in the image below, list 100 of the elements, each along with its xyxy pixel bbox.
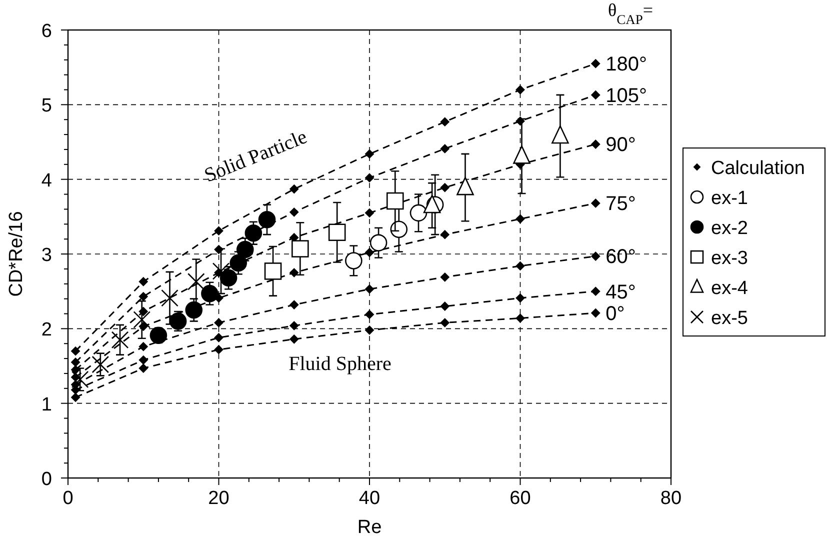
point bbox=[591, 59, 600, 68]
legend-label: ex-4 bbox=[711, 278, 748, 299]
point bbox=[290, 334, 299, 344]
point bbox=[516, 294, 525, 303]
point bbox=[230, 254, 247, 272]
y-tick-label: 2 bbox=[41, 320, 52, 341]
x-tick-label: 0 bbox=[62, 488, 74, 509]
point bbox=[516, 214, 525, 224]
point bbox=[71, 370, 89, 388]
point bbox=[138, 342, 148, 352]
point bbox=[290, 184, 299, 194]
point bbox=[365, 284, 374, 294]
point bbox=[440, 302, 450, 311]
point bbox=[264, 262, 282, 280]
point bbox=[133, 311, 151, 328]
point bbox=[552, 125, 569, 144]
annotation: Solid Particle bbox=[201, 126, 310, 187]
legend-label: ex-1 bbox=[711, 188, 748, 209]
point bbox=[516, 85, 525, 94]
text: θ$_{CAP}$= bbox=[608, 0, 654, 26]
point bbox=[214, 226, 224, 236]
point bbox=[410, 204, 428, 222]
point bbox=[92, 356, 110, 374]
annotation: Fluid Sphere bbox=[288, 353, 392, 375]
point bbox=[365, 173, 374, 182]
annotation: 0° bbox=[606, 302, 625, 325]
y-axis-title: CD*Re/16 bbox=[6, 211, 27, 297]
point bbox=[138, 277, 148, 286]
point bbox=[290, 321, 299, 330]
point bbox=[365, 208, 374, 218]
point bbox=[290, 300, 299, 310]
point bbox=[440, 318, 450, 328]
point bbox=[201, 284, 218, 302]
point bbox=[138, 356, 148, 365]
point bbox=[236, 240, 254, 258]
point bbox=[440, 183, 450, 192]
point bbox=[365, 310, 374, 319]
point bbox=[513, 146, 530, 164]
y-tick-label: 3 bbox=[41, 245, 52, 266]
point bbox=[71, 346, 80, 356]
point bbox=[244, 224, 262, 242]
y-tick-label: 1 bbox=[41, 394, 52, 416]
point bbox=[214, 318, 224, 328]
x-axis-title: Re bbox=[357, 517, 382, 538]
point bbox=[440, 272, 450, 282]
annotation: 60° bbox=[606, 246, 636, 268]
point bbox=[440, 117, 450, 126]
point bbox=[290, 268, 299, 278]
point bbox=[591, 286, 600, 296]
point bbox=[370, 234, 388, 252]
point bbox=[386, 192, 404, 210]
point bbox=[169, 312, 187, 330]
annotation: 180° bbox=[606, 54, 647, 76]
point bbox=[161, 289, 178, 307]
x-tick-label: 80 bbox=[660, 488, 682, 509]
y-tick-label: 0 bbox=[41, 469, 52, 490]
point bbox=[365, 326, 374, 335]
point bbox=[187, 272, 205, 290]
legend-label: ex-2 bbox=[711, 218, 748, 239]
point bbox=[591, 308, 600, 318]
point bbox=[591, 198, 600, 208]
y-tick-label: 6 bbox=[41, 21, 52, 42]
point bbox=[345, 252, 362, 270]
point bbox=[185, 301, 203, 319]
annotation: 105° bbox=[606, 84, 647, 107]
point bbox=[328, 224, 346, 241]
point bbox=[71, 392, 80, 402]
point bbox=[440, 144, 450, 154]
legend-label: Calculation bbox=[711, 158, 805, 179]
annotation: 90° bbox=[606, 134, 636, 156]
y-tick-label: 4 bbox=[41, 170, 52, 192]
point bbox=[456, 176, 474, 196]
annotation: 75° bbox=[606, 193, 636, 216]
point bbox=[292, 240, 309, 258]
point bbox=[214, 333, 224, 342]
point bbox=[591, 140, 600, 149]
point bbox=[111, 331, 129, 349]
x-tick-label: 20 bbox=[208, 488, 230, 509]
point bbox=[138, 292, 148, 302]
point bbox=[440, 230, 450, 240]
point bbox=[516, 314, 525, 323]
point bbox=[365, 149, 374, 158]
legend-label: ex-5 bbox=[711, 308, 748, 329]
point bbox=[150, 326, 168, 344]
point bbox=[71, 358, 80, 367]
point bbox=[138, 364, 148, 373]
point bbox=[591, 90, 600, 100]
point bbox=[516, 261, 525, 270]
point bbox=[258, 211, 276, 228]
x-tick-label: 60 bbox=[510, 488, 531, 509]
y-tick-label: 5 bbox=[41, 96, 52, 117]
point bbox=[214, 345, 224, 354]
legend-label: ex-3 bbox=[711, 248, 748, 269]
x-tick-label: 40 bbox=[358, 488, 380, 509]
annotation: 45° bbox=[606, 281, 636, 304]
point bbox=[220, 269, 238, 287]
point bbox=[423, 194, 441, 214]
point bbox=[365, 248, 374, 258]
point bbox=[591, 252, 600, 261]
point bbox=[290, 208, 299, 217]
